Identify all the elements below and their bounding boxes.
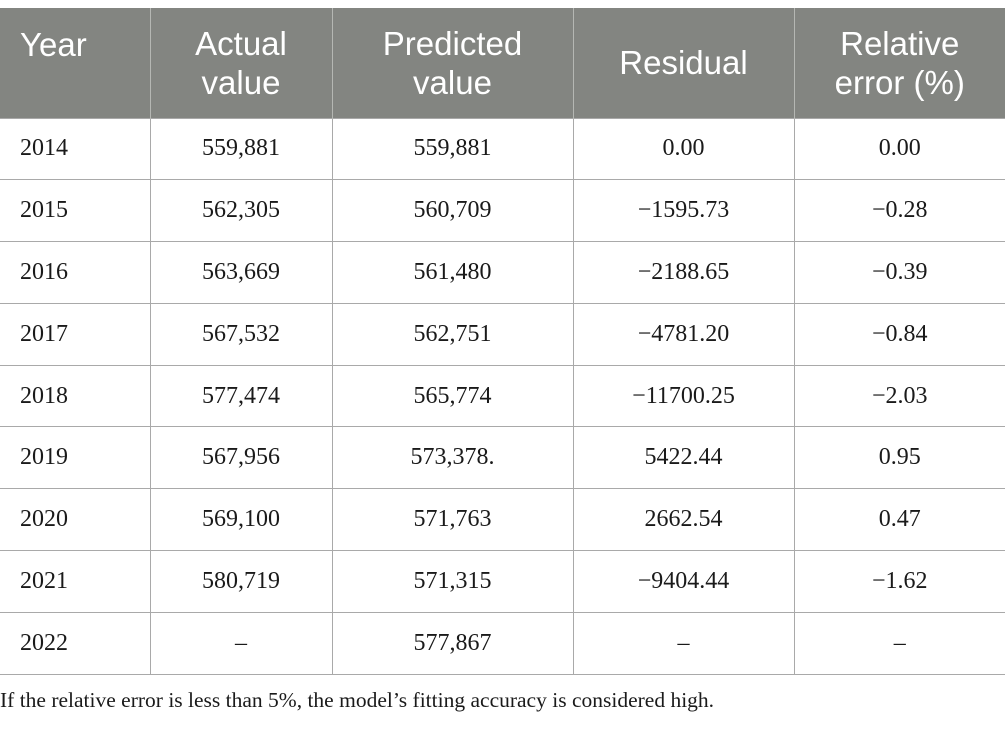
cell-actual-value: 562,305 xyxy=(149,179,333,243)
header-relative-label-2: error (%) xyxy=(834,63,965,101)
cell-predicted-value: 571,763 xyxy=(331,488,574,552)
cell-actual-value: 569,100 xyxy=(149,488,333,552)
cell-predicted-value: 573,378. xyxy=(331,426,574,490)
table-row: 2019 567,956 573,378. 5422.44 0.95 xyxy=(0,426,1005,490)
cell-relative-error: 0.00 xyxy=(793,117,1005,181)
table-body: 2014 559,881 559,881 0.00 0.00 2015 562,… xyxy=(0,117,1005,675)
cell-actual-value: 567,532 xyxy=(149,302,333,366)
cell-actual-value: – xyxy=(149,611,333,675)
header-predicted-label-2: value xyxy=(413,63,492,101)
cell-relative-error: −0.39 xyxy=(793,241,1005,304)
cell-residual: – xyxy=(572,611,795,675)
cell-residual: −4781.20 xyxy=(572,302,795,366)
cell-year: 2019 xyxy=(0,426,151,490)
table-footnote: If the relative error is less than 5%, t… xyxy=(0,688,715,712)
table-row: 2022 – 577,867 – – xyxy=(0,611,1005,675)
cell-relative-error: – xyxy=(793,611,1005,675)
cell-residual: 0.00 xyxy=(572,117,795,181)
table-row: 2020 569,100 571,763 2662.54 0.47 xyxy=(0,488,1005,552)
header-residual: Residual xyxy=(572,8,794,118)
cell-year: 2015 xyxy=(0,179,151,243)
cell-predicted-value: 559,881 xyxy=(331,117,574,181)
cell-actual-value: 563,669 xyxy=(149,241,333,304)
cell-actual-value: 577,474 xyxy=(149,364,333,428)
table-row: 2017 567,532 562,751 −4781.20 −0.84 xyxy=(0,302,1005,366)
table-row: 2015 562,305 560,709 −1595.73 −0.28 xyxy=(0,179,1005,243)
cell-year: 2014 xyxy=(0,117,151,181)
header-relative-error: Relative error (%) xyxy=(793,8,1005,118)
cell-relative-error: −0.84 xyxy=(793,302,1005,366)
cell-relative-error: 0.95 xyxy=(793,426,1005,490)
header-actual-label-2: value xyxy=(201,63,281,101)
cell-residual: −2188.65 xyxy=(572,241,795,304)
cell-residual: −11700.25 xyxy=(572,364,795,428)
cell-predicted-value: 561,480 xyxy=(331,241,574,304)
header-actual-label-1: Actual xyxy=(195,24,287,62)
table-header: Year Actual value Predicted value Residual… xyxy=(0,8,1005,118)
cell-year: 2016 xyxy=(0,241,151,304)
header-relative-label-1: Relative xyxy=(840,24,960,62)
header-residual-label: Residual xyxy=(619,44,748,82)
cell-year: 2018 xyxy=(0,364,151,428)
cell-relative-error: −2.03 xyxy=(793,364,1005,428)
header-row: Year Actual value Predicted value Residual… xyxy=(0,8,1005,118)
cell-relative-error: 0.47 xyxy=(793,488,1005,552)
data-table: Year Actual value Predicted value Residual… xyxy=(0,8,1005,675)
cell-relative-error: −1.62 xyxy=(793,550,1005,613)
header-predicted-value: Predicted value xyxy=(331,8,573,118)
cell-relative-error: −0.28 xyxy=(793,179,1005,243)
cell-year: 2020 xyxy=(0,488,151,552)
cell-actual-value: 567,956 xyxy=(149,426,333,490)
cell-predicted-value: 565,774 xyxy=(331,364,574,428)
table-row: 2018 577,474 565,774 −11700.25 −2.03 xyxy=(0,364,1005,428)
table-row: 2014 559,881 559,881 0.00 0.00 xyxy=(0,117,1005,181)
cell-year: 2021 xyxy=(0,550,151,613)
cell-actual-value: 580,719 xyxy=(149,550,333,613)
header-actual-value: Actual value xyxy=(149,8,332,118)
cell-predicted-value: 577,867 xyxy=(331,611,574,675)
header-year-label: Year xyxy=(20,26,87,63)
cell-residual: −9404.44 xyxy=(572,550,795,613)
cell-residual: −1595.73 xyxy=(572,179,795,243)
table-row: 2016 563,669 561,480 −2188.65 −0.39 xyxy=(0,241,1005,304)
cell-residual: 5422.44 xyxy=(572,426,795,490)
cell-actual-value: 559,881 xyxy=(149,117,333,181)
header-year: Year xyxy=(0,8,150,118)
cell-predicted-value: 562,751 xyxy=(331,302,574,366)
header-predicted-label-1: Predicted xyxy=(382,24,523,62)
cell-predicted-value: 571,315 xyxy=(331,550,574,613)
cell-predicted-value: 560,709 xyxy=(331,179,574,243)
cell-year: 2022 xyxy=(0,611,151,675)
cell-year: 2017 xyxy=(0,302,151,366)
table-row: 2021 580,719 571,315 −9404.44 −1.62 xyxy=(0,550,1005,613)
cell-residual: 2662.54 xyxy=(572,488,795,552)
